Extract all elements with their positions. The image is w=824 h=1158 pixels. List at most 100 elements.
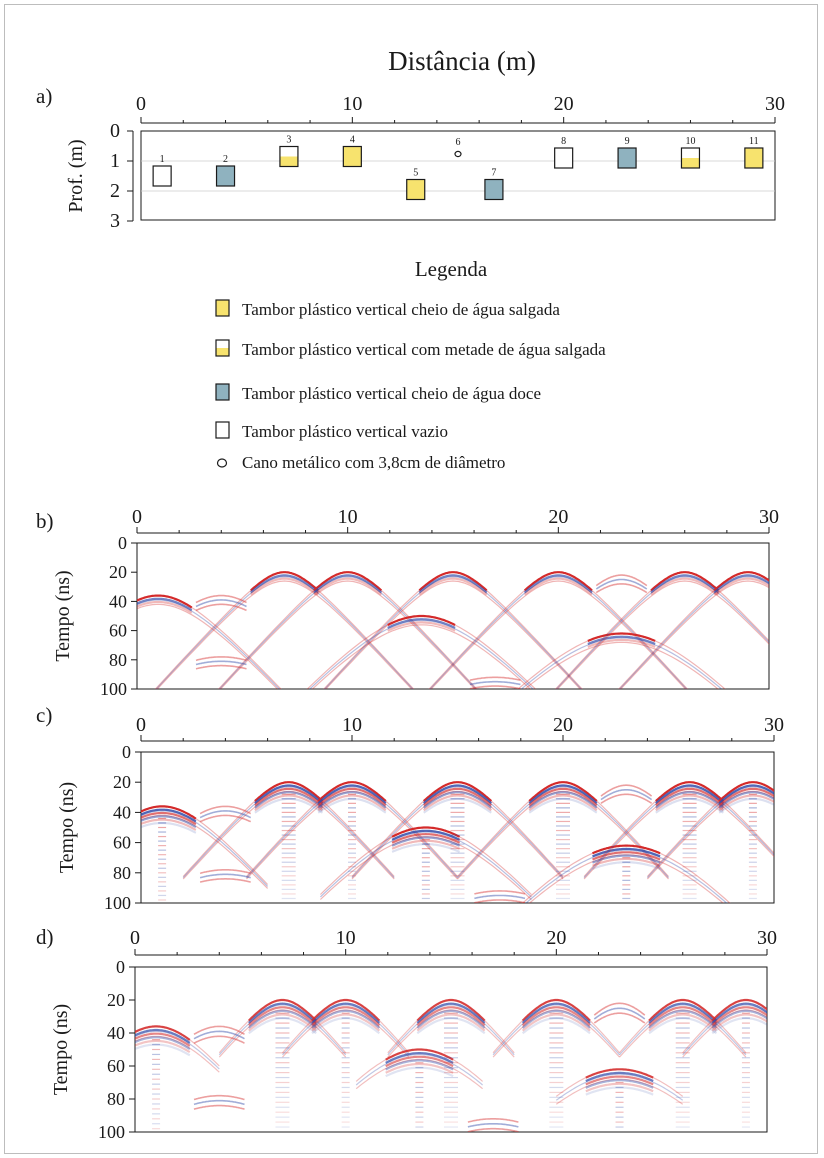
hyperbola-band: [523, 571, 593, 592]
diffraction-hyperbola: [492, 998, 620, 1128]
hyperbola-tail: [618, 575, 769, 689]
hyperbola-band: [391, 829, 461, 841]
hyperbola-band: [521, 1002, 591, 1024]
hyperbola-tail: [218, 1009, 347, 1058]
section-ylabel: Tempo (ns): [56, 782, 78, 873]
hyperbola-band: [523, 574, 593, 594]
reflection-band: [199, 810, 252, 819]
hyperbola-band: [137, 600, 193, 614]
hyperbola-band: [713, 571, 769, 592]
hyperbola-band: [718, 791, 774, 809]
y-tick-label: 20: [107, 990, 125, 1010]
y-tick-label: 0: [110, 120, 120, 142]
hyperbola-tail: [520, 637, 723, 689]
object-number: 1: [160, 154, 165, 165]
weak-reflection: [469, 676, 521, 689]
panel-a-letter: a): [36, 84, 52, 108]
reflection-band: [195, 660, 247, 666]
y-tick-label: 3: [110, 210, 120, 232]
x-tick-label: 30: [765, 93, 785, 115]
hyperbola-band: [587, 638, 656, 648]
hyperbola-band: [254, 781, 324, 802]
y-tick-label: 60: [107, 1056, 125, 1076]
hyperbola-band: [416, 1013, 486, 1032]
hyperbola-band: [585, 1079, 654, 1089]
y-tick-label: 100: [104, 893, 131, 913]
hyperbola-band: [317, 794, 387, 812]
reflection-band: [467, 1118, 519, 1123]
hyperbola-band: [387, 614, 456, 627]
hyperbola-tail: [619, 580, 769, 689]
hyperbola-tail: [282, 1004, 410, 1056]
hyperbola-band: [135, 1036, 191, 1050]
hyperbola-tail: [387, 1004, 515, 1056]
legend-drum-symbol: [215, 421, 230, 439]
hyperbola-band: [317, 797, 387, 814]
hyperbola-tail: [619, 1004, 747, 1056]
y-tick-label: 100: [100, 679, 127, 699]
hyperbola-tail: [492, 1004, 620, 1056]
hyperbola-tail: [308, 619, 534, 689]
weak-reflection: [195, 594, 247, 612]
panel-a-title: Distância (m): [388, 46, 536, 76]
panel-a-ylabel: Prof. (m): [65, 139, 87, 212]
object-2: 2: [215, 154, 236, 187]
hyperbola-band: [137, 597, 193, 612]
reflection-band: [199, 805, 252, 815]
object-7: 7: [484, 168, 504, 201]
object-number: 8: [561, 136, 566, 147]
hyperbola-band: [648, 998, 718, 1022]
hyperbola-band: [711, 1013, 767, 1032]
weak-reflection: [593, 1002, 646, 1024]
hyperbola-band: [592, 861, 661, 870]
hyperbola-band: [248, 1006, 317, 1027]
hyperbola-band: [416, 1002, 486, 1024]
legend-label: Tambor plástico vertical cheio de água s…: [242, 300, 560, 319]
section-traces: [141, 781, 774, 903]
hyperbola-band: [387, 621, 456, 632]
buried-objects: 1 2 3 4 5 6 7 8 9 10 11: [152, 135, 764, 201]
object-6: 6: [454, 137, 462, 158]
hyperbola-tail: [555, 1073, 684, 1101]
y-tick-label: 40: [109, 591, 127, 611]
hyperbola-band: [137, 594, 193, 609]
hyperbola-band: [391, 832, 461, 844]
hyperbola-tail: [430, 580, 687, 689]
hyperbola-tail: [646, 786, 774, 879]
x-tick-label: 0: [132, 506, 142, 528]
section-letter: b): [36, 509, 54, 533]
hyperbola-band: [385, 1059, 454, 1071]
object-number: 2: [223, 154, 228, 165]
drum-marker: [484, 178, 504, 201]
section-x-axis: 0 10 20 30: [136, 714, 784, 742]
diffraction-hyperbola: [457, 781, 669, 900]
hyperbola-band: [585, 1068, 654, 1079]
diffraction-hyperbola: [246, 781, 458, 900]
reflection-band: [195, 656, 247, 662]
legend-label: Tambor plástico vertical com metade de á…: [242, 340, 606, 359]
diffraction-hyperbola: [554, 571, 769, 689]
hyperbola-band: [592, 857, 661, 867]
diffraction-hyperbola: [521, 844, 731, 903]
hyperbola-band: [650, 571, 720, 592]
hyperbola-band: [521, 998, 591, 1022]
reflection-band: [474, 899, 526, 903]
gpr-section-b: b) 0 10 20 30 0 20 40 60 80 100 Tempo (ns): [36, 506, 779, 699]
reflection-band: [593, 1002, 646, 1016]
drum-marker: [152, 165, 172, 187]
hyperbola-band: [385, 1052, 454, 1064]
hyperbola-band: [311, 1016, 381, 1035]
hyperbola-band: [317, 787, 387, 807]
object-3: 3: [279, 135, 299, 168]
hyperbola-band: [416, 1009, 486, 1029]
section-y-axis: 0 20 40 60 80 100 Tempo (ns): [56, 742, 141, 913]
hyperbola-band: [135, 1039, 191, 1054]
legend-drum-symbol: [215, 299, 230, 317]
reflection-band: [595, 574, 648, 587]
hyperbola-band: [655, 791, 725, 809]
hyperbola-band: [391, 836, 461, 847]
hyperbola-band: [311, 1009, 381, 1029]
weak-reflection: [474, 890, 526, 903]
section-traces: [135, 998, 767, 1132]
hyperbola-band: [141, 821, 197, 834]
